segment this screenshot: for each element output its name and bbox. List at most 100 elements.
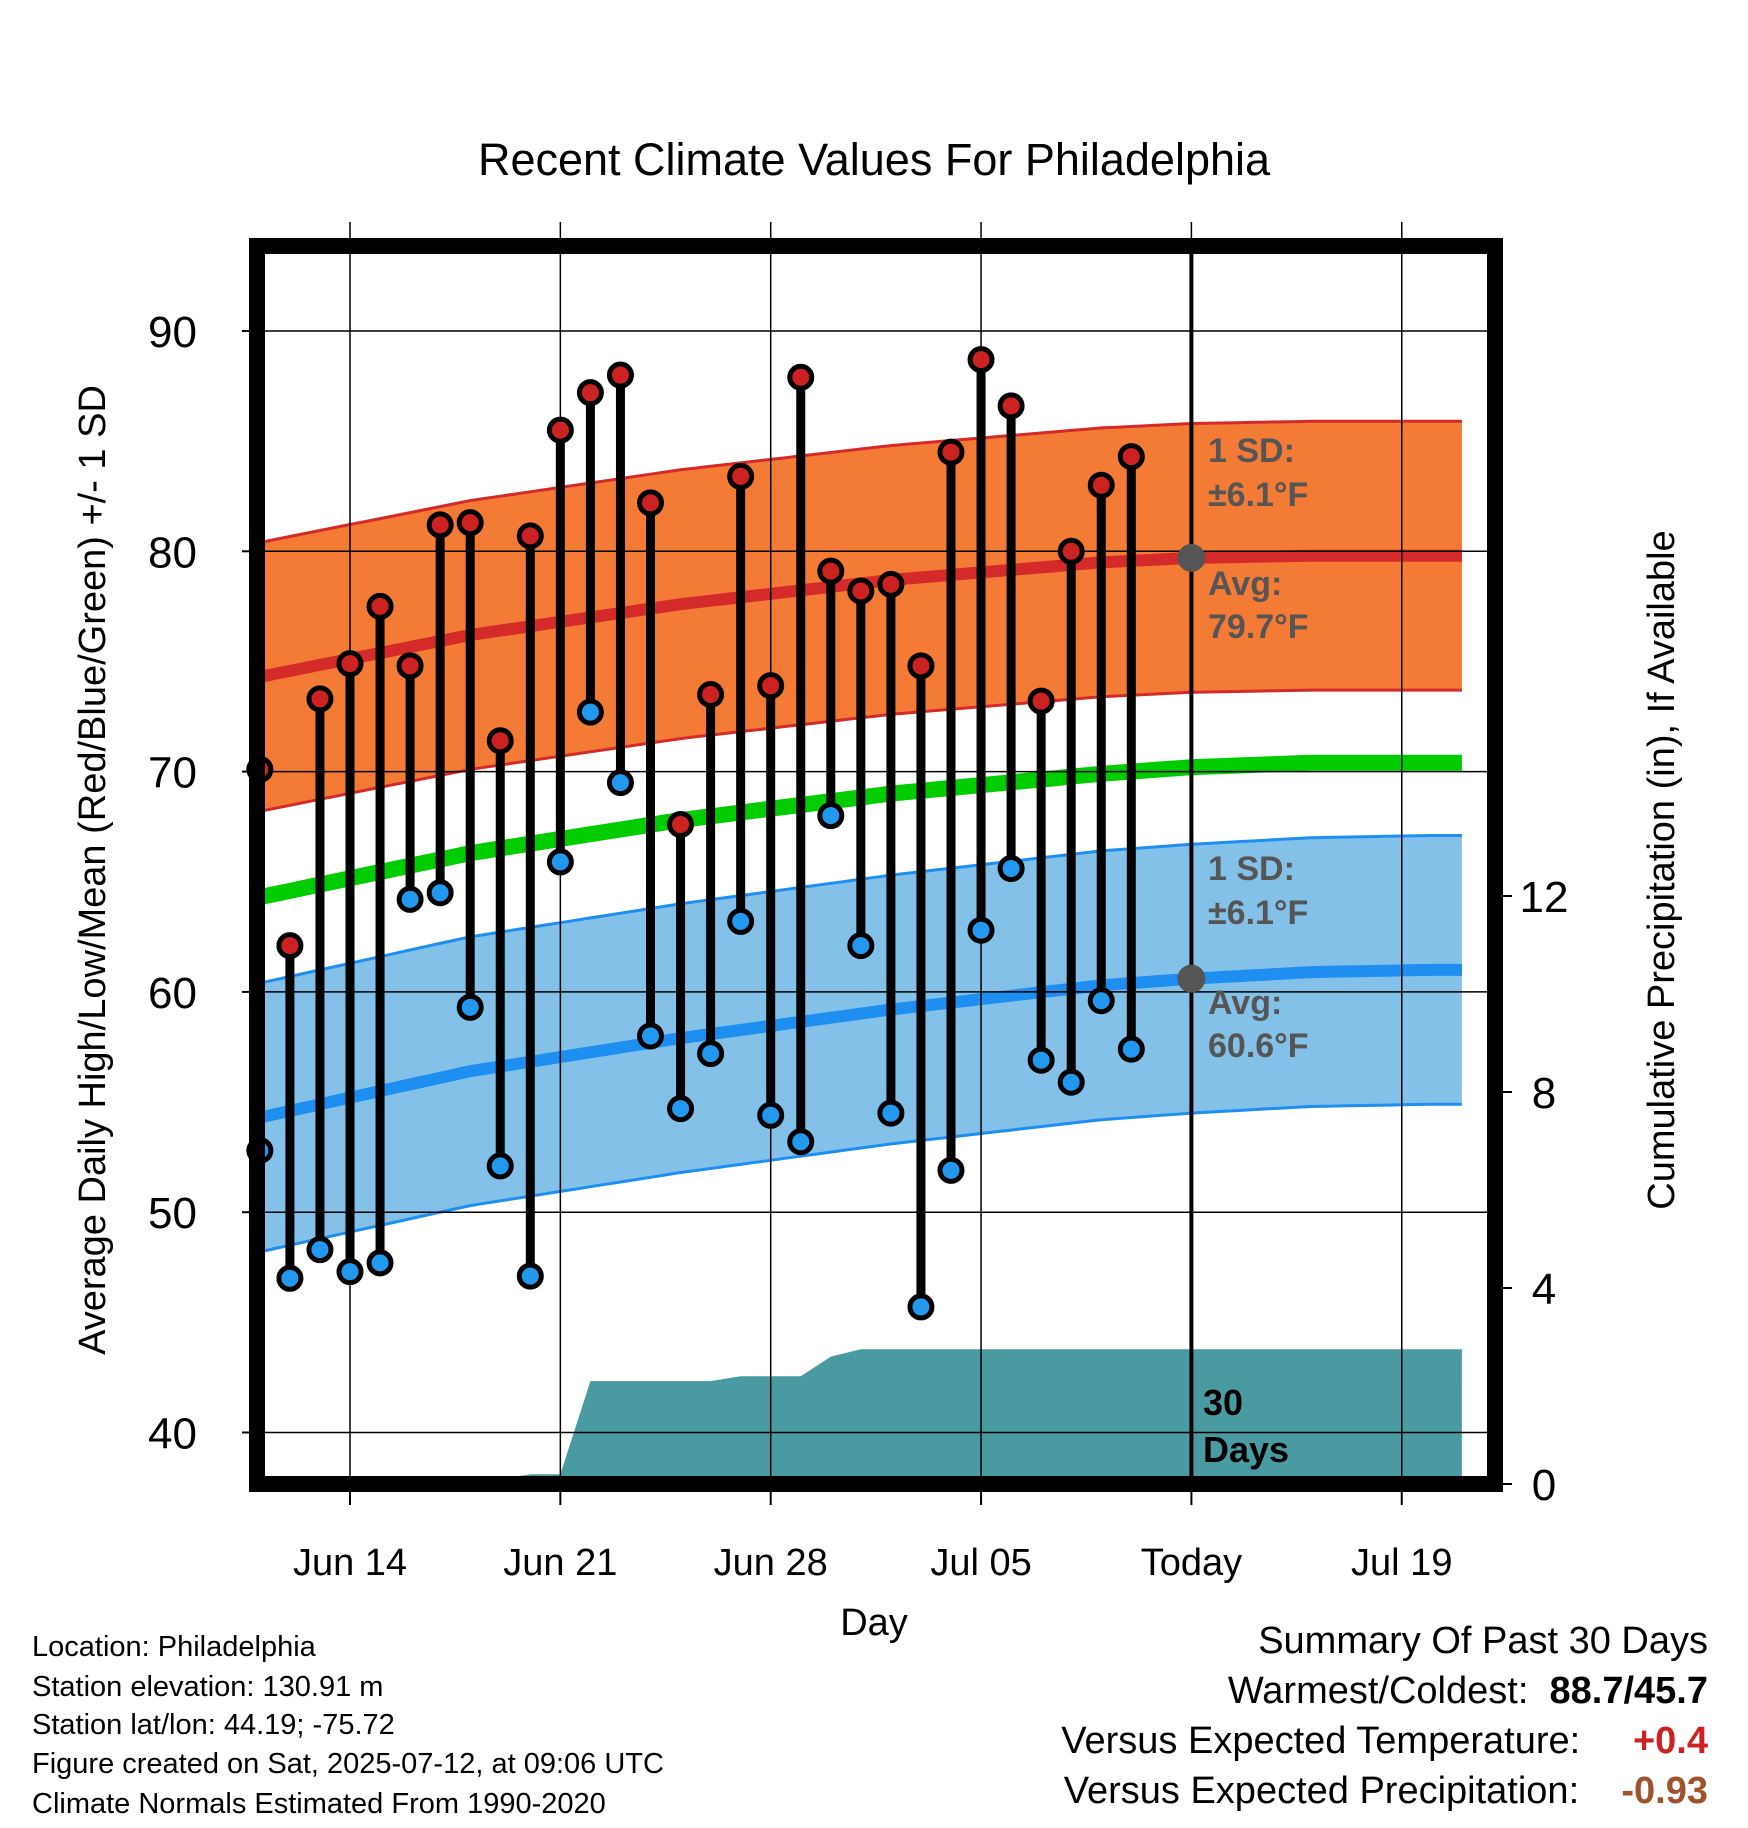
plot-area: 1 SD: ±6.1°F Avg: 79.7°F 1 SD: ±6.1°F Avg: 60.6… [148, 222, 1568, 1584]
summary-warm-cold: Warmest/Coldest: 88.7/45.7 [1228, 1672, 1708, 1710]
y2-axis-label: Cumulative Precipitation (in), If Availa… [1641, 530, 1683, 1209]
daily-high-point [1027, 687, 1055, 715]
daily-high-point [606, 361, 634, 389]
daily-high-point [546, 416, 574, 444]
daily-high-point [637, 489, 664, 517]
daily-high-point [516, 522, 544, 550]
daily-low-point [967, 916, 995, 944]
x-tick-label: Jul 05 [930, 1542, 1031, 1584]
x-tick-label: Jun 21 [503, 1542, 617, 1584]
daily-low-point [576, 698, 604, 726]
daily-high-point [1057, 537, 1085, 565]
info-elevation: Station elevation: 130.91 m [32, 1671, 384, 1703]
high-sd-label: 1 SD: [1208, 432, 1295, 470]
summary-precip: Versus Expected Precipitation: -0.93 [1064, 1772, 1708, 1810]
warm-cold-value: 88.7/45.7 [1549, 1670, 1708, 1712]
y-tick-label: 50 [148, 1189, 197, 1238]
daily-high-point [276, 932, 304, 960]
daily-low-point [516, 1262, 544, 1290]
daily-low-point [637, 1022, 664, 1050]
y-tick-label: 80 [148, 528, 197, 577]
daily-high-point [697, 680, 725, 708]
y-tick-label: 60 [148, 969, 197, 1018]
daily-low-point [757, 1101, 785, 1129]
y-tick-label: 40 [148, 1410, 197, 1459]
daily-high-point [877, 570, 905, 598]
daily-high-point [1087, 471, 1115, 499]
y-tick-label: 70 [148, 749, 197, 798]
daily-low-point [1027, 1046, 1055, 1074]
y2-tick-label: 0 [1532, 1461, 1556, 1510]
daily-low-point [336, 1258, 364, 1286]
daily-low-point [306, 1236, 334, 1264]
daily-low-point [727, 907, 755, 935]
low-avg-label: Avg: [1208, 984, 1282, 1022]
low-sd-value: ±6.1°F [1208, 894, 1308, 932]
daily-low-point [697, 1040, 725, 1068]
daily-low-point [426, 879, 454, 907]
daily-low-point [276, 1264, 304, 1292]
daily-low-point [877, 1099, 905, 1127]
days-count-word: Days [1203, 1429, 1289, 1470]
daily-high-point [937, 438, 965, 466]
daily-high-point [757, 672, 785, 700]
precip-label: Versus Expected Precipitation: [1063, 1770, 1580, 1812]
high-avg-value: 79.7°F [1208, 608, 1309, 646]
daily-high-point [907, 652, 935, 680]
daily-low-point [1087, 987, 1115, 1015]
daily-low-point [1057, 1068, 1085, 1096]
x-tick-label: Today [1141, 1542, 1242, 1584]
daily-low-point [907, 1293, 935, 1321]
x-tick-label: Jun 28 [714, 1542, 828, 1584]
daily-high-point [426, 511, 454, 539]
daily-high-point [667, 810, 695, 838]
daily-high-point [997, 392, 1025, 420]
daily-low-point [937, 1156, 965, 1184]
info-latlon: Station lat/lon: 44.19; -75.72 [32, 1709, 395, 1741]
x-tick-label: Jul 19 [1351, 1542, 1452, 1584]
y-tick-label: 90 [148, 308, 197, 357]
temp-label: Versus Expected Temperature: [1061, 1720, 1581, 1762]
precip-area [264, 1349, 1462, 1480]
daily-high-point [1117, 443, 1145, 471]
daily-high-point [727, 462, 755, 490]
plot-frame [249, 238, 1503, 1492]
today-avg-high-marker [1177, 543, 1206, 572]
daily-low-point [847, 932, 875, 960]
daily-high-point [306, 685, 334, 713]
y2-tick-label: 4 [1532, 1265, 1556, 1314]
info-normals: Climate Normals Estimated From 1990-2020 [32, 1788, 606, 1820]
high-sd-value: ±6.1°F [1208, 476, 1308, 514]
daily-high-point [396, 652, 424, 680]
low-sd-band [264, 835, 1462, 1251]
daily-high-point [456, 509, 484, 537]
summary-temp: Versus Expected Temperature: +0.4 [1061, 1722, 1708, 1760]
daily-high-point [486, 727, 514, 755]
low-band-lower-edge [259, 1102, 1462, 1254]
chart-title: Recent Climate Values For Philadelphia [478, 134, 1271, 185]
daily-high-point [817, 557, 845, 585]
temp-value: +0.4 [1632, 1720, 1708, 1762]
high-band-upper-edge [259, 419, 1462, 544]
info-created: Figure created on Sat, 2025-07-12, at 09… [32, 1748, 664, 1780]
daily-low-point [997, 855, 1025, 883]
daily-high-point [576, 379, 604, 407]
daily-high-point [787, 363, 815, 391]
daily-low-point [667, 1095, 695, 1123]
low-avg-value: 60.6°F [1208, 1027, 1309, 1065]
daily-low-point [546, 848, 574, 876]
daily-low-point [486, 1152, 514, 1180]
days-count-number: 30 [1203, 1382, 1243, 1423]
daily-high-point [847, 577, 875, 605]
daily-high-point [366, 592, 394, 620]
info-location: Location: Philadelphia [32, 1631, 316, 1663]
high-avg-label: Avg: [1208, 565, 1282, 603]
avg-low-line [264, 963, 1462, 1123]
daily-low-point [1117, 1035, 1145, 1063]
x-tick-label: Jun 14 [293, 1542, 407, 1584]
daily-low-point [396, 885, 424, 913]
low-sd-label: 1 SD: [1208, 850, 1295, 888]
y2-tick-label: 12 [1520, 873, 1569, 922]
daily-low-point [606, 769, 634, 797]
